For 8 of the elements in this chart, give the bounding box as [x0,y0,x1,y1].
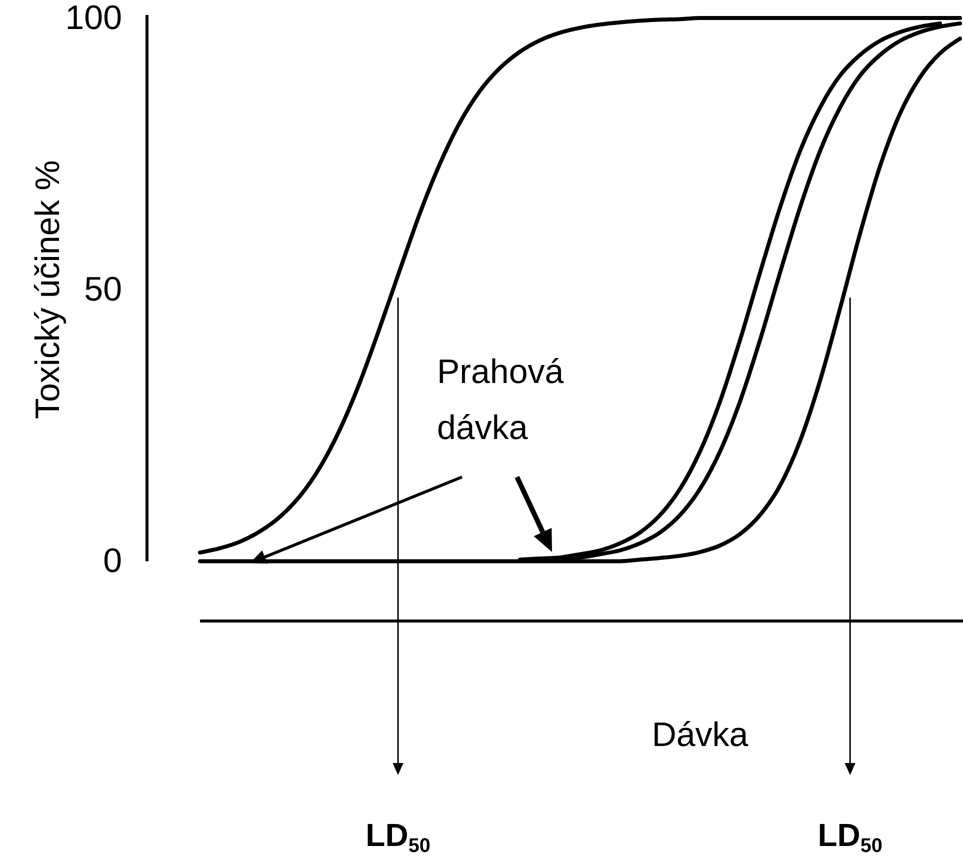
y-tick-label: 0 [103,542,122,580]
x-axis-title: Dávka [652,716,748,754]
text: LD$_{50}$ [818,817,882,857]
annotation: Prahová dávka [437,353,564,447]
y-axis-title: Toxický účinek % [29,160,67,420]
y-tick-label: 50 [84,270,122,309]
text: LD$_{50}$ [366,817,430,857]
y-tick-label: 100 [65,0,122,37]
